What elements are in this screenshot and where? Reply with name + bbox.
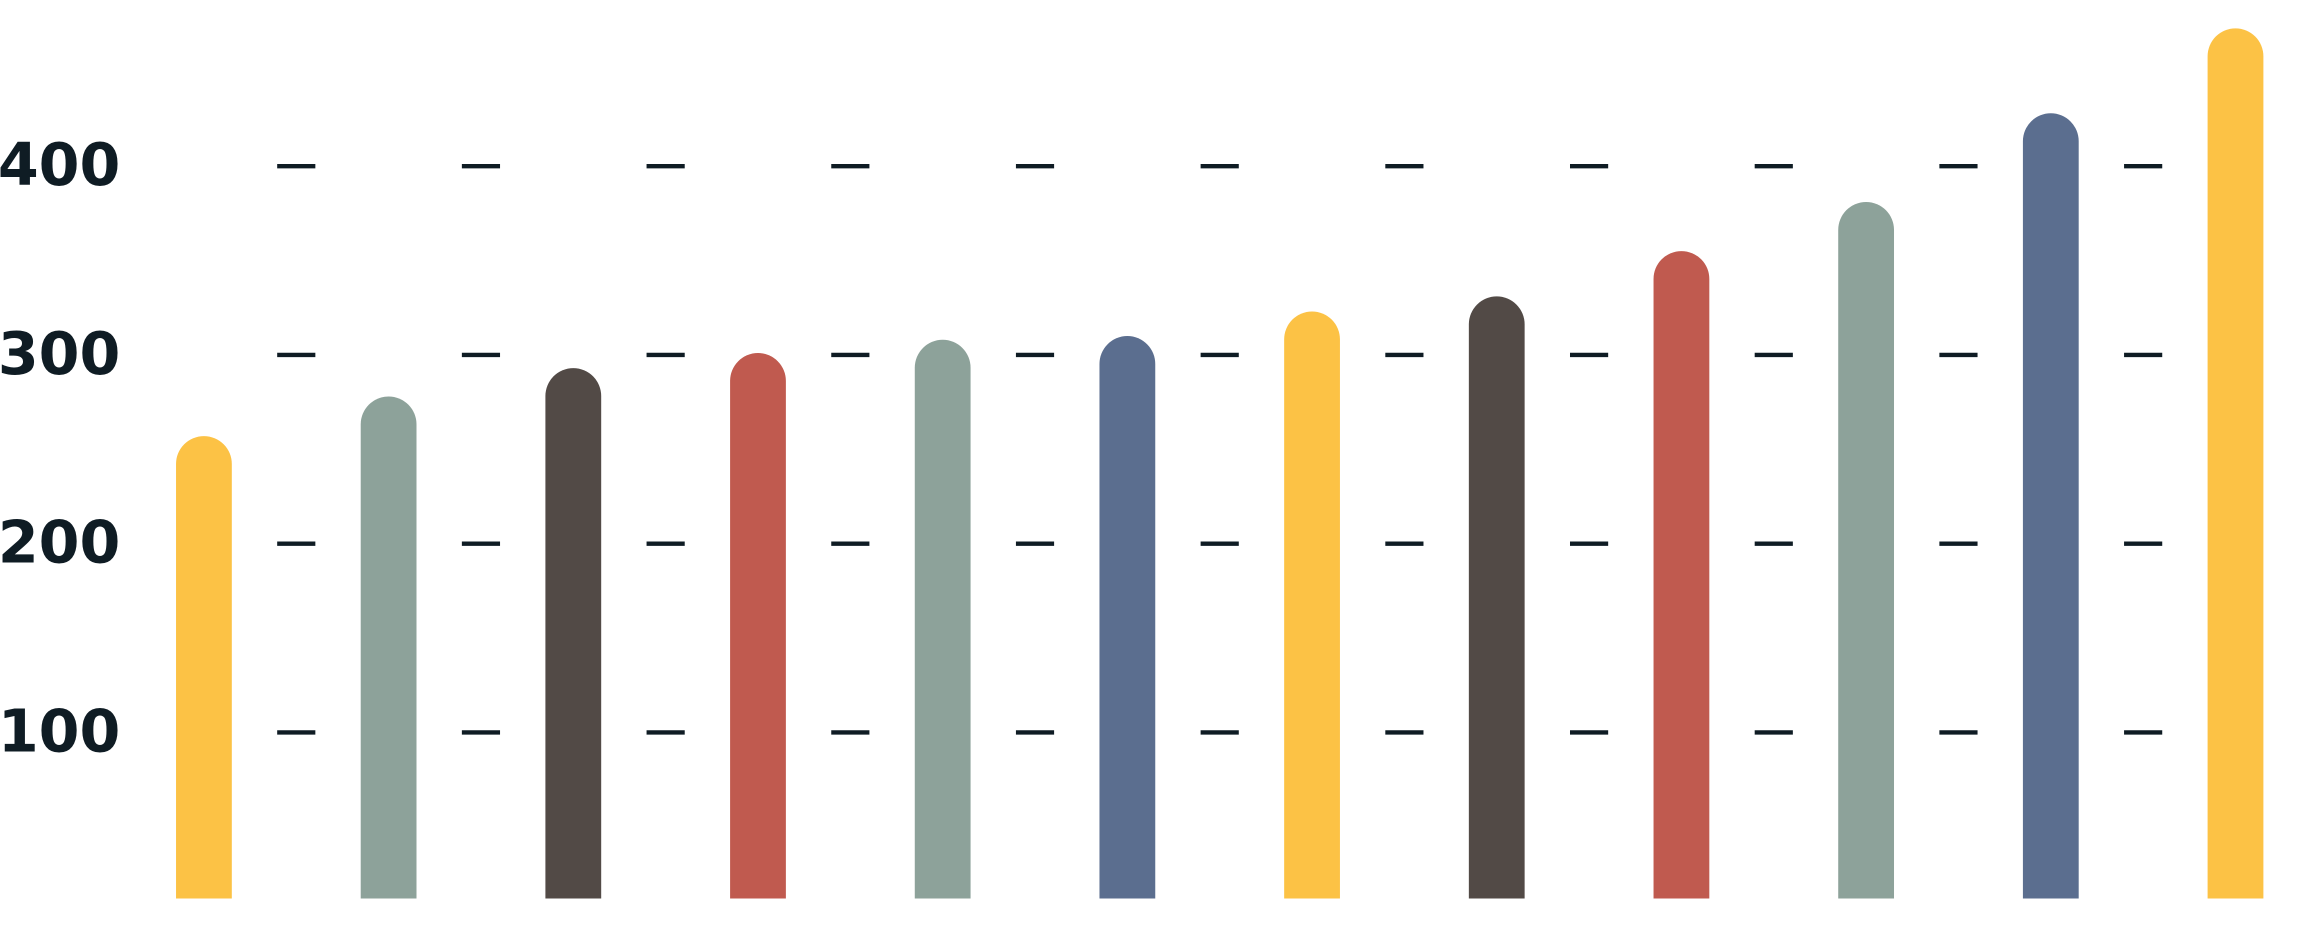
bar — [360, 396, 417, 899]
y-tick-label: 400 — [0, 130, 120, 199]
y-tick-label: 300 — [0, 319, 120, 388]
bar — [1468, 296, 1525, 899]
bar — [1653, 251, 1710, 899]
bar — [730, 353, 786, 899]
bar — [176, 436, 232, 899]
y-tick-label: 200 — [0, 508, 120, 577]
bar — [545, 368, 602, 899]
bar — [2022, 113, 2079, 899]
bar — [1284, 311, 1340, 899]
bar — [914, 339, 971, 899]
bar — [2207, 28, 2264, 899]
bar — [1838, 202, 1895, 899]
y-tick-label: 100 — [0, 696, 120, 765]
bar — [1099, 336, 1156, 899]
